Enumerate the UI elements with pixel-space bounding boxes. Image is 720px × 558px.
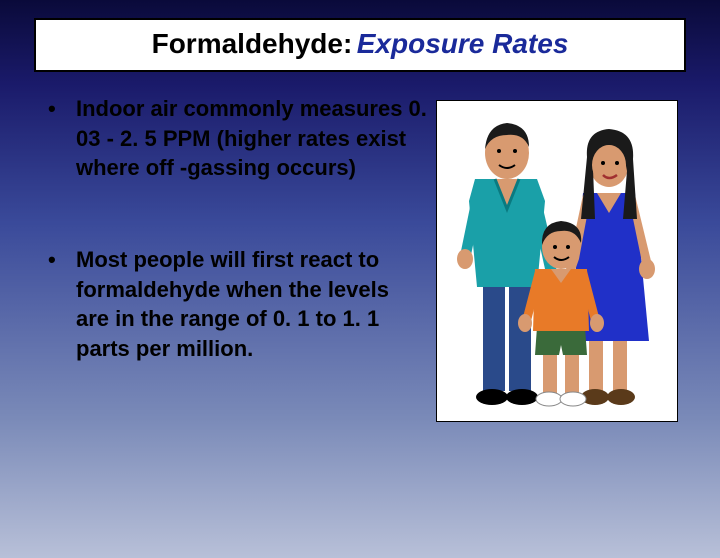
title-static: Formaldehyde: [152, 28, 353, 59]
bullet-list: • Indoor air commonly measures 0. 03 - 2… [48, 94, 428, 422]
title-bar: Formaldehyde: Exposure Rates [34, 18, 686, 72]
content-area: • Indoor air commonly measures 0. 03 - 2… [0, 72, 720, 422]
bullet-dot-icon: • [48, 94, 76, 183]
bullet-item: • Indoor air commonly measures 0. 03 - 2… [48, 94, 428, 183]
bullet-dot-icon: • [48, 245, 76, 364]
family-clipart [436, 100, 678, 422]
bullet-item: • Most people will first react to formal… [48, 245, 428, 364]
title-emph: Exposure Rates [357, 28, 569, 59]
bullet-text: Indoor air commonly measures 0. 03 - 2. … [76, 94, 428, 183]
bullet-text: Most people will first react to formalde… [76, 245, 428, 364]
